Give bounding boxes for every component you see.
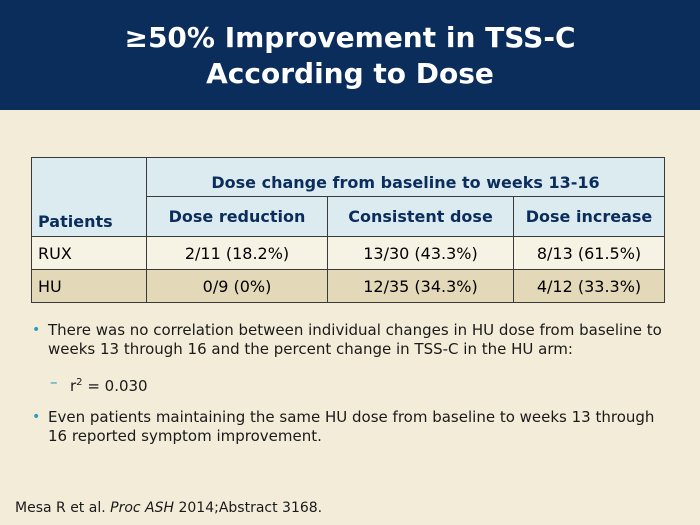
col-header-consistent-dose: Consistent dose [327, 196, 514, 237]
bullet-item: • Even patients maintaining the same HU … [32, 408, 672, 446]
group-header: Dose change from baseline to weeks 13-16 [146, 157, 665, 197]
table-cell: 12/35 (34.3%) [327, 269, 514, 303]
sub-bullet-item: – r2 = 0.030 [32, 373, 672, 396]
row-label: HU [31, 269, 147, 303]
dose-table: Patients Dose change from baseline to we… [31, 157, 665, 303]
sub-bullet-r: r [70, 377, 77, 395]
citation-journal: Proc ASH [110, 500, 175, 516]
citation: Mesa R et al. Proc ASH 2014;Abstract 316… [15, 500, 322, 516]
table-cell: 2/11 (18.2%) [146, 236, 328, 270]
table-cell: 4/12 (33.3%) [513, 269, 665, 303]
bullet-text: Even patients maintaining the same HU do… [48, 408, 655, 445]
bullet-item: • There was no correlation between indiv… [32, 321, 672, 359]
table-cell: 8/13 (61.5%) [513, 236, 665, 270]
dash-icon: – [50, 373, 58, 391]
table-cell: 0/9 (0%) [146, 269, 328, 303]
citation-authors: Mesa R et al. [15, 500, 111, 516]
bullet-dot-icon: • [32, 322, 41, 338]
bullet-text: There was no correlation between individ… [48, 321, 662, 358]
bullet-list: • There was no correlation between indiv… [32, 321, 672, 446]
sub-bullet-superscript: 2 [76, 377, 83, 388]
bullet-dot-icon: • [32, 409, 41, 425]
col-header-patients: Patients [31, 157, 147, 237]
table-cell: 13/30 (43.3%) [327, 236, 514, 270]
col-header-dose-increase: Dose increase [513, 196, 665, 237]
citation-details: 2014;Abstract 3168. [174, 500, 323, 516]
slide-title-line-2: According to Dose [206, 57, 494, 90]
row-label: RUX [31, 236, 147, 270]
table-row: HU 0/9 (0%) 12/35 (34.3%) 4/12 (33.3%) [31, 269, 665, 303]
sub-bullet-value: = 0.030 [82, 377, 148, 395]
title-banner: ≥50% Improvement in TSS-C According to D… [0, 0, 700, 110]
slide-title-line-1: ≥50% Improvement in TSS-C [124, 21, 576, 54]
table-row: RUX 2/11 (18.2%) 13/30 (43.3%) 8/13 (61.… [31, 236, 665, 270]
col-header-dose-reduction: Dose reduction [146, 196, 328, 237]
